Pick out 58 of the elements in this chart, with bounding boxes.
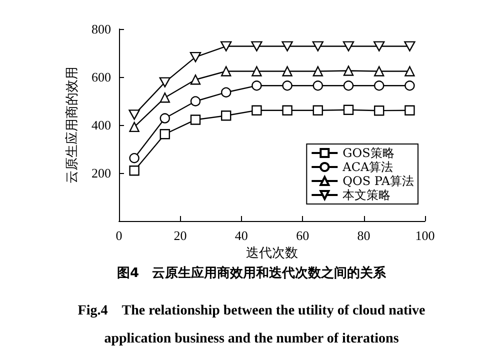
point [159, 77, 170, 88]
point [282, 41, 293, 52]
point [190, 96, 201, 106]
point [160, 113, 170, 124]
point [343, 80, 354, 91]
point [374, 66, 384, 76]
point [282, 66, 292, 76]
text: 图4 云原生应用商效用和迭代次数之间的关系 [116, 265, 388, 281]
point [190, 52, 202, 62]
y-tick-label: 200 [92, 166, 111, 180]
point [282, 80, 292, 91]
point [404, 41, 416, 52]
point [160, 129, 170, 140]
y-tick-label: 400 [92, 118, 111, 132]
point [343, 104, 354, 115]
y-tick-label: 800 [92, 22, 111, 36]
legend-label: GOS策略 [342, 146, 394, 160]
point [128, 110, 140, 120]
x-tick-label: 40 [234, 228, 248, 243]
point [282, 105, 292, 116]
point [312, 66, 323, 76]
point [312, 41, 324, 52]
point [252, 66, 262, 76]
point [343, 66, 354, 76]
point [374, 80, 384, 91]
point [404, 66, 415, 76]
point [252, 80, 262, 91]
point [374, 41, 385, 52]
legend-label: QOS PA算法 [342, 174, 414, 188]
point [190, 114, 201, 125]
point [220, 41, 232, 52]
x-axis-title: 迭代次数 [246, 246, 298, 261]
x-tick-label: 20 [174, 228, 187, 243]
x-tick-label: 100 [415, 228, 435, 243]
point [404, 105, 415, 116]
text: Fig.4 The relationship between the utility of cloud native application business and the number of iterations [78, 304, 426, 346]
point [129, 122, 140, 132]
point [342, 41, 354, 52]
point [221, 66, 232, 76]
y-tick-label: 600 [92, 70, 111, 84]
legend-label: 本文策略 [342, 188, 391, 202]
point [221, 87, 232, 98]
x-tick-label: 60 [296, 228, 310, 243]
point [190, 74, 201, 85]
point [251, 41, 262, 52]
point [404, 80, 415, 91]
point [129, 153, 140, 164]
legend-label: ACA算法 [342, 160, 394, 174]
point [312, 105, 323, 116]
y-axis-title: 云原生应用商的效用 [64, 66, 80, 184]
point [160, 92, 170, 103]
point [252, 105, 262, 116]
x-tick-label: 80 [357, 228, 370, 243]
point [374, 106, 384, 116]
point [129, 166, 140, 176]
x-tick-label: 0 [116, 228, 122, 243]
point [312, 80, 323, 91]
point [221, 110, 232, 121]
